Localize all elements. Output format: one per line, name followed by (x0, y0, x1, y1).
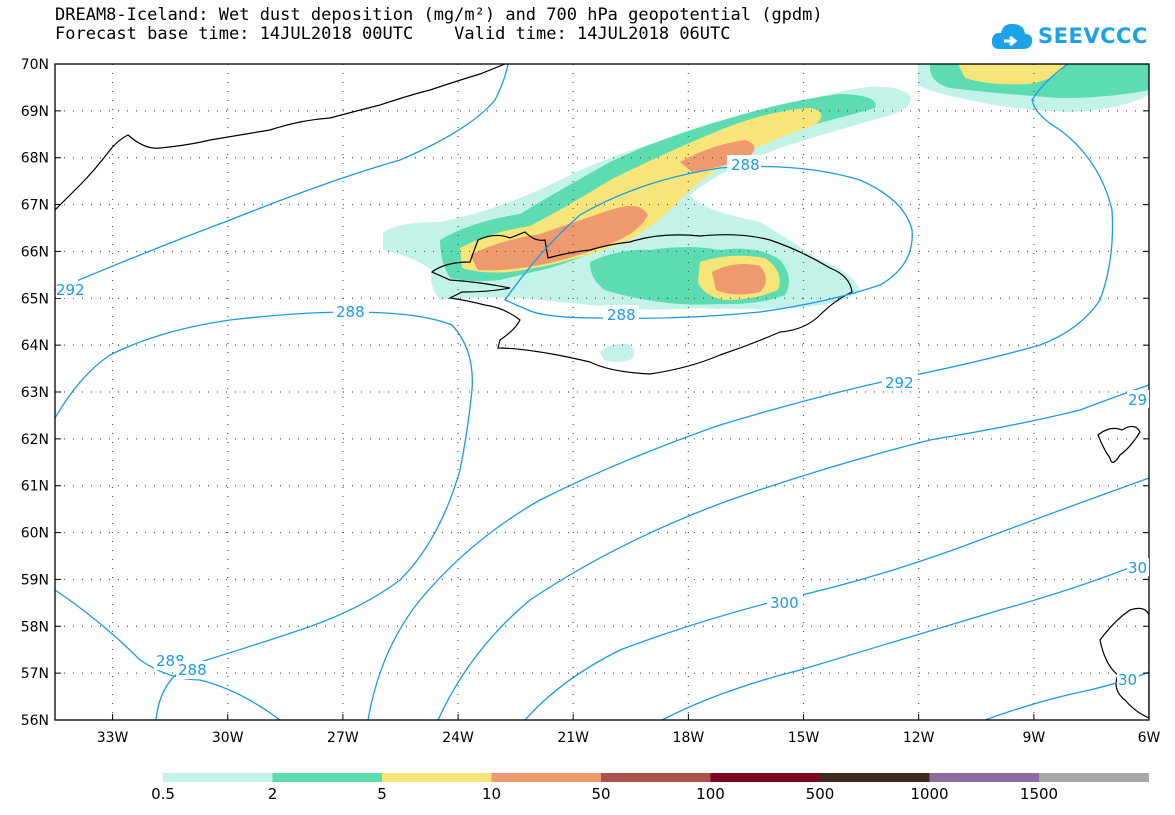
color-legend: 0.5 2 5 10 50 100 500 1000 1500 (151, 773, 1149, 803)
legend-swatch (820, 773, 930, 782)
lat-label: 68N (21, 151, 49, 167)
lon-label: 30W (212, 730, 244, 746)
lon-label: 12W (903, 730, 935, 746)
lon-label: 15W (788, 730, 820, 746)
lat-label: 64N (21, 338, 49, 354)
legend-swatch (491, 773, 602, 782)
contour-300 (524, 477, 1149, 720)
lat-label: 57N (21, 666, 49, 682)
lat-label: 59N (21, 572, 49, 588)
dust-area-10-main (470, 206, 648, 271)
coastline-faroe (1097, 425, 1141, 463)
legend-label: 100 (696, 785, 725, 803)
coastline-iceland (430, 231, 853, 375)
contour-288-west (55, 311, 473, 720)
dust-area-10-northeast (680, 140, 755, 172)
contour-label-288-iceland: 288 (607, 306, 636, 324)
longitude-labels: 33W 30W 27W 24W 21W 18W 15W 12W 9W 6W (97, 730, 1161, 746)
legend-swatch (710, 773, 821, 782)
contour-296 (437, 384, 1149, 720)
lat-label: 65N (21, 291, 49, 307)
dust-area-0.5-south (600, 343, 635, 362)
contour-288-iceland (504, 165, 913, 320)
contour-292-east (367, 64, 1114, 720)
legend-swatch (382, 773, 492, 782)
contour-288-sw (55, 589, 281, 720)
legend-swatch (929, 773, 1040, 782)
contour-304 (661, 559, 1149, 720)
legend-label: 2 (268, 785, 278, 803)
legend-label: 0.5 (151, 785, 175, 803)
coastline-scotland (1099, 607, 1149, 719)
lat-label: 63N (21, 385, 49, 401)
contour-292-north (55, 64, 509, 291)
seevccc-logo: SEEVCCC (990, 16, 1148, 56)
legend-label: 500 (806, 785, 835, 803)
lon-label: 9W (1022, 730, 1045, 746)
legend-swatch (1039, 773, 1149, 782)
legend-label: 5 (377, 785, 387, 803)
coastline-greenland (55, 64, 506, 211)
dust-deposition-field (383, 64, 1149, 362)
lat-label: 62N (21, 432, 49, 448)
lat-label: 61N (21, 479, 49, 495)
contour-label-292-west: 292 (56, 281, 85, 299)
contour-label-292-east: 292 (885, 374, 914, 392)
lat-label: 56N (21, 713, 49, 729)
contour-label-30-edge-b: 30 (1118, 671, 1137, 689)
cloud-logo-icon (991, 23, 1033, 49)
contour-label-300: 300 (770, 594, 799, 612)
legend-swatch (163, 773, 273, 782)
contour-label-288-north: 288 (731, 156, 760, 174)
lat-label: 66N (21, 244, 49, 260)
lat-label: 70N (21, 57, 49, 73)
legend-swatch (601, 773, 711, 782)
graticule (55, 63, 1150, 721)
legend-label: 1500 (1020, 785, 1058, 803)
title-line-2: Forecast base time: 14JUL2018 00UTC Vali… (55, 24, 731, 44)
lon-label: 6W (1138, 730, 1161, 746)
contour-labels: 288 288 288 292 292 288 288 300 29 30 30 (56, 155, 1149, 689)
contour-label-30-edge: 30 (1128, 559, 1147, 577)
lon-label: 33W (97, 730, 129, 746)
legend-label: 10 (482, 785, 501, 803)
title-line-1: DREAM8-Iceland: Wet dust deposition (mg/… (55, 5, 823, 25)
legend-label: 1000 (910, 785, 948, 803)
lat-label: 69N (21, 104, 49, 120)
legend-swatch (272, 773, 383, 782)
coastlines (55, 64, 1149, 719)
lon-label: 24W (442, 730, 474, 746)
latitude-labels: 70N 69N 68N 67N 66N 65N 64N 63N 62N 61N 60N 59N 58N 5… (21, 57, 49, 729)
geopotential-contours (55, 64, 1149, 720)
contour-label-288-sw-b: 288 (178, 661, 207, 679)
lat-label: 58N (21, 619, 49, 635)
lon-label: 27W (327, 730, 359, 746)
lat-label: 60N (21, 526, 49, 542)
lon-label: 21W (557, 730, 589, 746)
dust-area-5-ne (958, 64, 1065, 85)
map-title: DREAM8-Iceland: Wet dust deposition (mg/… (55, 6, 823, 44)
legend-label: 50 (591, 785, 610, 803)
logo-text: SEEVCCC (1038, 24, 1148, 48)
contour-label-29-edge: 29 (1128, 391, 1147, 409)
lon-label: 18W (673, 730, 705, 746)
dust-area-10-iceland (712, 264, 766, 295)
lat-label: 67N (21, 198, 49, 214)
contour-label-288-mid: 288 (336, 303, 365, 321)
